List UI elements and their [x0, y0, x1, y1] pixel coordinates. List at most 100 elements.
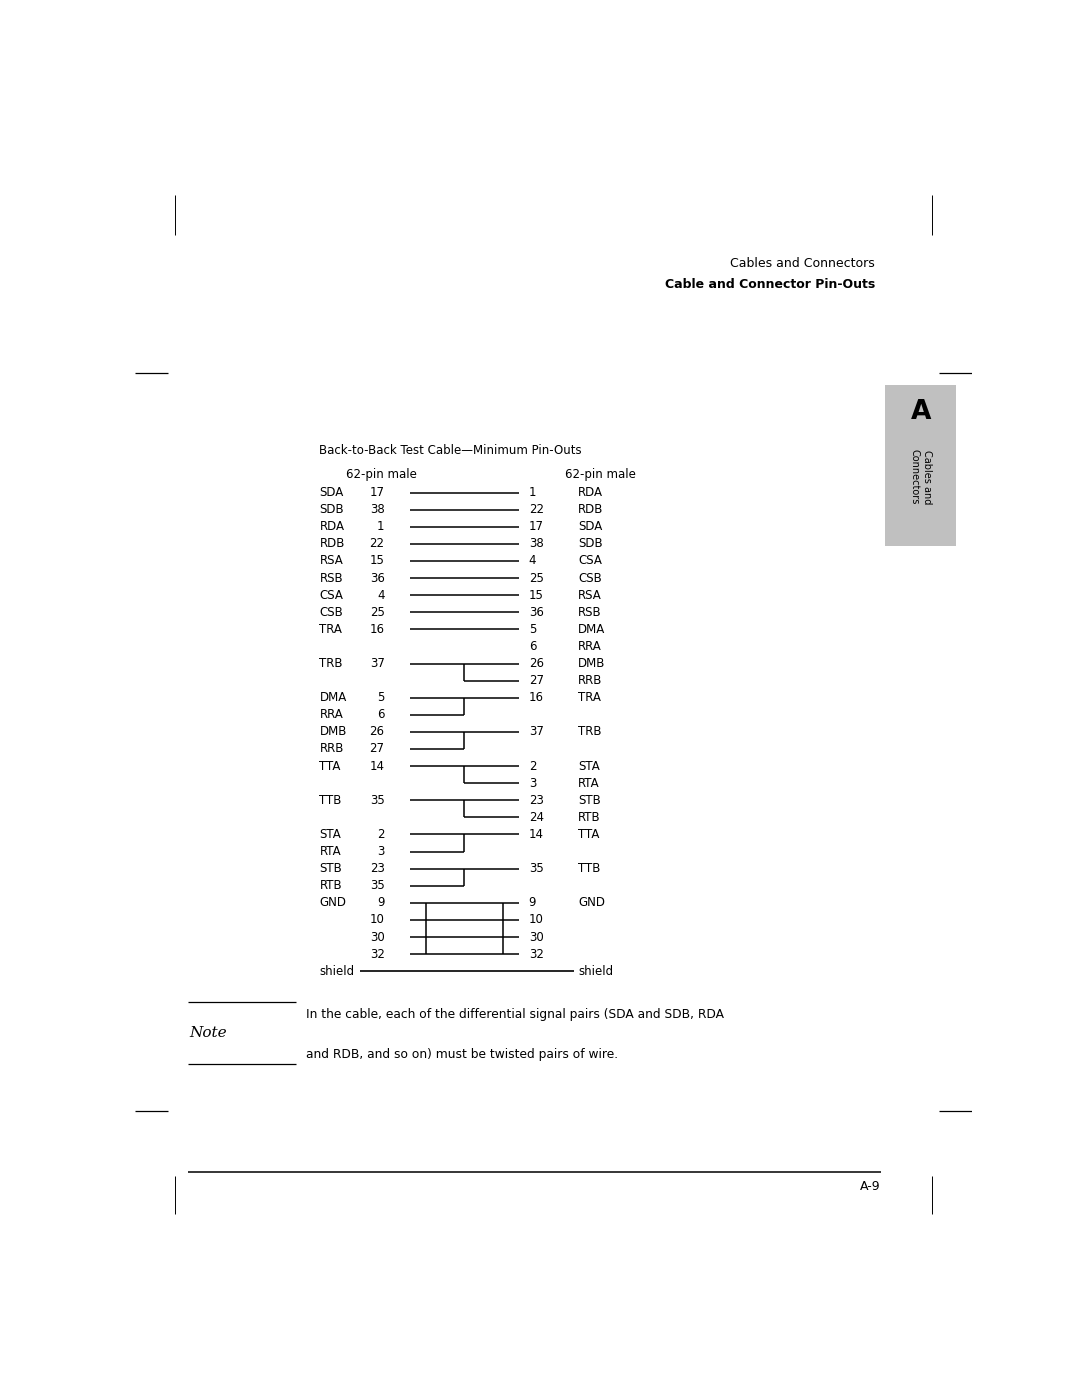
- Text: 35: 35: [529, 862, 543, 875]
- Text: 1: 1: [529, 486, 536, 499]
- Text: 26: 26: [529, 657, 543, 671]
- Text: 26: 26: [369, 725, 384, 739]
- Text: 23: 23: [369, 862, 384, 875]
- Text: 17: 17: [369, 486, 384, 499]
- Text: 6: 6: [377, 708, 384, 721]
- Text: 32: 32: [369, 947, 384, 961]
- Text: GND: GND: [320, 897, 347, 909]
- Text: RRA: RRA: [578, 640, 602, 652]
- Text: 6: 6: [529, 640, 536, 652]
- Text: STA: STA: [578, 760, 600, 773]
- Text: CSA: CSA: [578, 555, 603, 567]
- Text: A: A: [910, 398, 931, 425]
- Text: CSA: CSA: [320, 588, 343, 602]
- Text: STB: STB: [578, 793, 602, 807]
- Text: RTB: RTB: [578, 810, 600, 824]
- Text: 9: 9: [529, 897, 536, 909]
- Text: 10: 10: [529, 914, 543, 926]
- Text: 3: 3: [377, 845, 384, 858]
- Text: RDB: RDB: [320, 538, 345, 550]
- Text: RTB: RTB: [320, 879, 342, 893]
- Text: and RDB, and so on) must be twisted pairs of wire.: and RDB, and so on) must be twisted pair…: [306, 1048, 618, 1060]
- Text: 27: 27: [529, 675, 543, 687]
- Text: RDA: RDA: [320, 520, 345, 534]
- Text: 1: 1: [377, 520, 384, 534]
- Text: RSA: RSA: [320, 555, 343, 567]
- Text: CSB: CSB: [320, 606, 343, 619]
- Text: 38: 38: [369, 503, 384, 515]
- Text: 22: 22: [369, 538, 384, 550]
- Text: 32: 32: [529, 947, 543, 961]
- Text: shield: shield: [320, 965, 354, 978]
- Text: 2: 2: [529, 760, 536, 773]
- Text: TTB: TTB: [578, 862, 600, 875]
- Text: 30: 30: [369, 930, 384, 943]
- Text: DMA: DMA: [320, 692, 347, 704]
- Text: 23: 23: [529, 793, 543, 807]
- Text: 35: 35: [369, 879, 384, 893]
- Text: DMB: DMB: [578, 657, 606, 671]
- Bar: [886, 384, 957, 546]
- Text: RRA: RRA: [320, 708, 343, 721]
- Text: 4: 4: [529, 555, 536, 567]
- Text: 16: 16: [529, 692, 543, 704]
- Text: 10: 10: [369, 914, 384, 926]
- Text: SDA: SDA: [320, 486, 343, 499]
- Text: 2: 2: [377, 828, 384, 841]
- Text: 15: 15: [529, 588, 543, 602]
- Text: RDA: RDA: [578, 486, 604, 499]
- Text: 62-pin male: 62-pin male: [565, 468, 636, 482]
- Text: SDB: SDB: [320, 503, 345, 515]
- Text: TRB: TRB: [578, 725, 602, 739]
- Text: Note: Note: [189, 1025, 227, 1039]
- Text: 9: 9: [377, 897, 384, 909]
- Text: 17: 17: [529, 520, 543, 534]
- Text: Cables and
Connectors: Cables and Connectors: [909, 450, 932, 504]
- Text: GND: GND: [578, 897, 605, 909]
- Text: 30: 30: [529, 930, 543, 943]
- Text: 5: 5: [377, 692, 384, 704]
- Text: Back-to-Back Test Cable—Minimum Pin-Outs: Back-to-Back Test Cable—Minimum Pin-Outs: [320, 444, 582, 457]
- Text: RSB: RSB: [320, 571, 343, 584]
- Text: 38: 38: [529, 538, 543, 550]
- Text: SDB: SDB: [578, 538, 603, 550]
- Text: TTA: TTA: [578, 828, 599, 841]
- Text: 24: 24: [529, 810, 543, 824]
- Text: shield: shield: [578, 965, 613, 978]
- Text: RSA: RSA: [578, 588, 602, 602]
- Text: 22: 22: [529, 503, 543, 515]
- Text: DMB: DMB: [320, 725, 347, 739]
- Text: 36: 36: [529, 606, 543, 619]
- Text: 62-pin male: 62-pin male: [346, 468, 417, 482]
- Text: RDB: RDB: [578, 503, 604, 515]
- Text: STA: STA: [320, 828, 341, 841]
- Text: STB: STB: [320, 862, 342, 875]
- Text: 14: 14: [529, 828, 543, 841]
- Text: 14: 14: [369, 760, 384, 773]
- Text: 3: 3: [529, 777, 536, 789]
- Text: 5: 5: [529, 623, 536, 636]
- Text: 15: 15: [369, 555, 384, 567]
- Text: Cables and Connectors: Cables and Connectors: [730, 257, 875, 271]
- Text: TRA: TRA: [578, 692, 602, 704]
- Text: 25: 25: [529, 571, 543, 584]
- Text: CSB: CSB: [578, 571, 602, 584]
- Text: A-9: A-9: [860, 1180, 880, 1193]
- Text: 25: 25: [369, 606, 384, 619]
- Text: 27: 27: [369, 742, 384, 756]
- Text: RRB: RRB: [320, 742, 343, 756]
- Text: 16: 16: [369, 623, 384, 636]
- Text: 35: 35: [369, 793, 384, 807]
- Text: TTB: TTB: [320, 793, 342, 807]
- Text: RSB: RSB: [578, 606, 602, 619]
- Text: RRB: RRB: [578, 675, 603, 687]
- Text: Cable and Connector Pin-Outs: Cable and Connector Pin-Outs: [665, 278, 875, 291]
- Text: SDA: SDA: [578, 520, 603, 534]
- Text: TTA: TTA: [320, 760, 341, 773]
- Text: 4: 4: [377, 588, 384, 602]
- Text: TRB: TRB: [320, 657, 343, 671]
- Text: RTA: RTA: [578, 777, 599, 789]
- Text: DMA: DMA: [578, 623, 606, 636]
- Text: In the cable, each of the differential signal pairs (SDA and SDB, RDA: In the cable, each of the differential s…: [306, 1007, 724, 1021]
- Text: TRA: TRA: [320, 623, 342, 636]
